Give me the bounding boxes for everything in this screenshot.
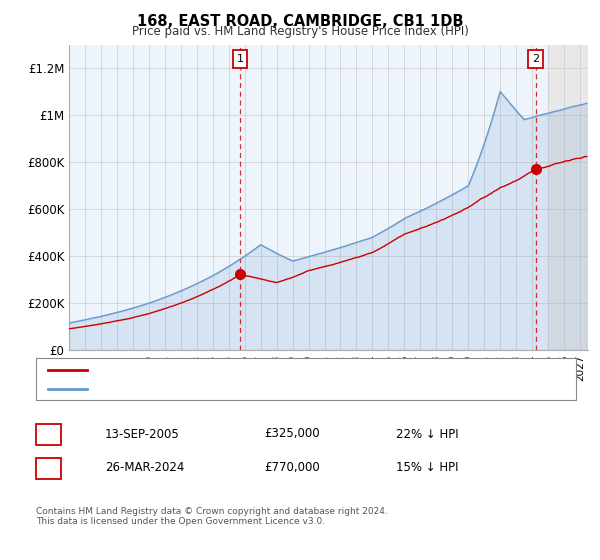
Bar — [548, 45, 588, 350]
Bar — [548, 45, 588, 350]
Text: Price paid vs. HM Land Registry's House Price Index (HPI): Price paid vs. HM Land Registry's House … — [131, 25, 469, 38]
Text: 1: 1 — [45, 427, 52, 441]
Text: 15% ↓ HPI: 15% ↓ HPI — [396, 461, 458, 474]
Text: HPI: Average price, detached house, Cambridge: HPI: Average price, detached house, Camb… — [96, 384, 346, 394]
Text: 168, EAST ROAD, CAMBRIDGE, CB1 1DB (detached house): 168, EAST ROAD, CAMBRIDGE, CB1 1DB (deta… — [96, 365, 400, 375]
Text: 2: 2 — [532, 54, 539, 64]
Text: Contains HM Land Registry data © Crown copyright and database right 2024.
This d: Contains HM Land Registry data © Crown c… — [36, 507, 388, 526]
Text: 13-SEP-2005: 13-SEP-2005 — [105, 427, 180, 441]
Text: 26-MAR-2024: 26-MAR-2024 — [105, 461, 184, 474]
Text: 2: 2 — [45, 461, 52, 474]
Text: 22% ↓ HPI: 22% ↓ HPI — [396, 427, 458, 441]
Text: 1: 1 — [236, 54, 244, 64]
Text: 168, EAST ROAD, CAMBRIDGE, CB1 1DB: 168, EAST ROAD, CAMBRIDGE, CB1 1DB — [137, 14, 463, 29]
Text: £325,000: £325,000 — [264, 427, 320, 441]
Text: £770,000: £770,000 — [264, 461, 320, 474]
